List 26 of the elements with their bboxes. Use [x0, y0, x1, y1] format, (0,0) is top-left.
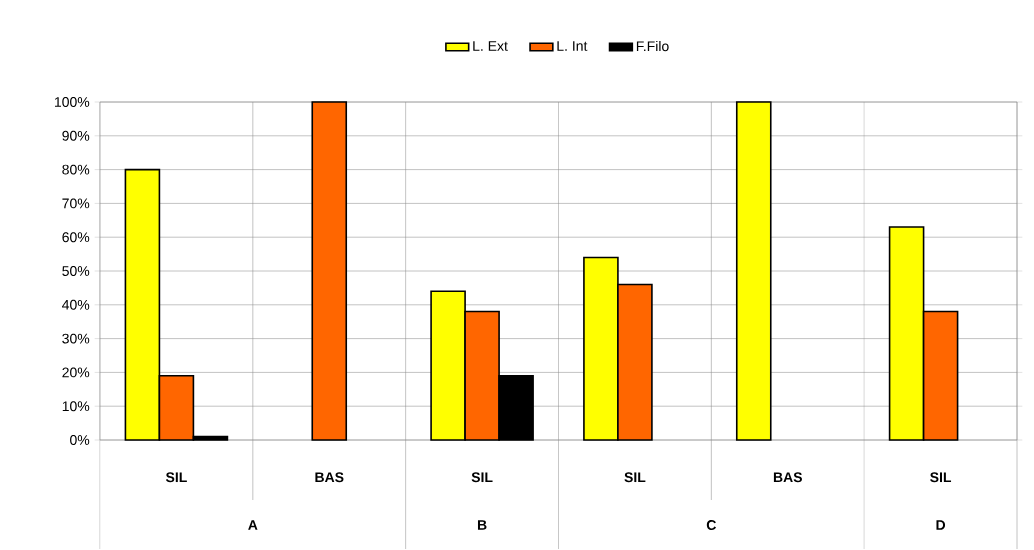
y-tick-label: 10% [62, 401, 90, 412]
text: B [477, 520, 487, 530]
x-tick-label: BAS [773, 472, 802, 483]
y-tick-label: 70% [62, 198, 90, 209]
y-tick-label: 50% [62, 266, 90, 276]
y-tick-label: 100% [55, 97, 90, 107]
x-tick-label: SIL [471, 472, 493, 483]
x-tick-label: SIL [624, 472, 646, 483]
text: D [936, 520, 946, 530]
x-tick-label: SIL [165, 472, 187, 483]
y-tick-label: 30% [62, 333, 90, 344]
x-tick-label: SIL [930, 472, 952, 483]
bar [735, 101, 772, 441]
legend-label: L. Int [557, 41, 588, 51]
y-tick-label: 20% [62, 367, 90, 378]
y-tick-label: 60% [62, 232, 90, 243]
legend-label: L. Ext [473, 41, 508, 51]
y-tick-label: 80% [62, 164, 90, 175]
text: A [248, 520, 258, 530]
y-tick-label: 40% [62, 299, 90, 310]
legend-label: F.Filo [636, 40, 669, 52]
y-tick-label: 90% [62, 130, 90, 141]
bar [311, 101, 348, 441]
text: C [706, 520, 717, 530]
x-tick-label: BAS [315, 472, 344, 483]
y-tick-label: 0% [70, 435, 90, 445]
